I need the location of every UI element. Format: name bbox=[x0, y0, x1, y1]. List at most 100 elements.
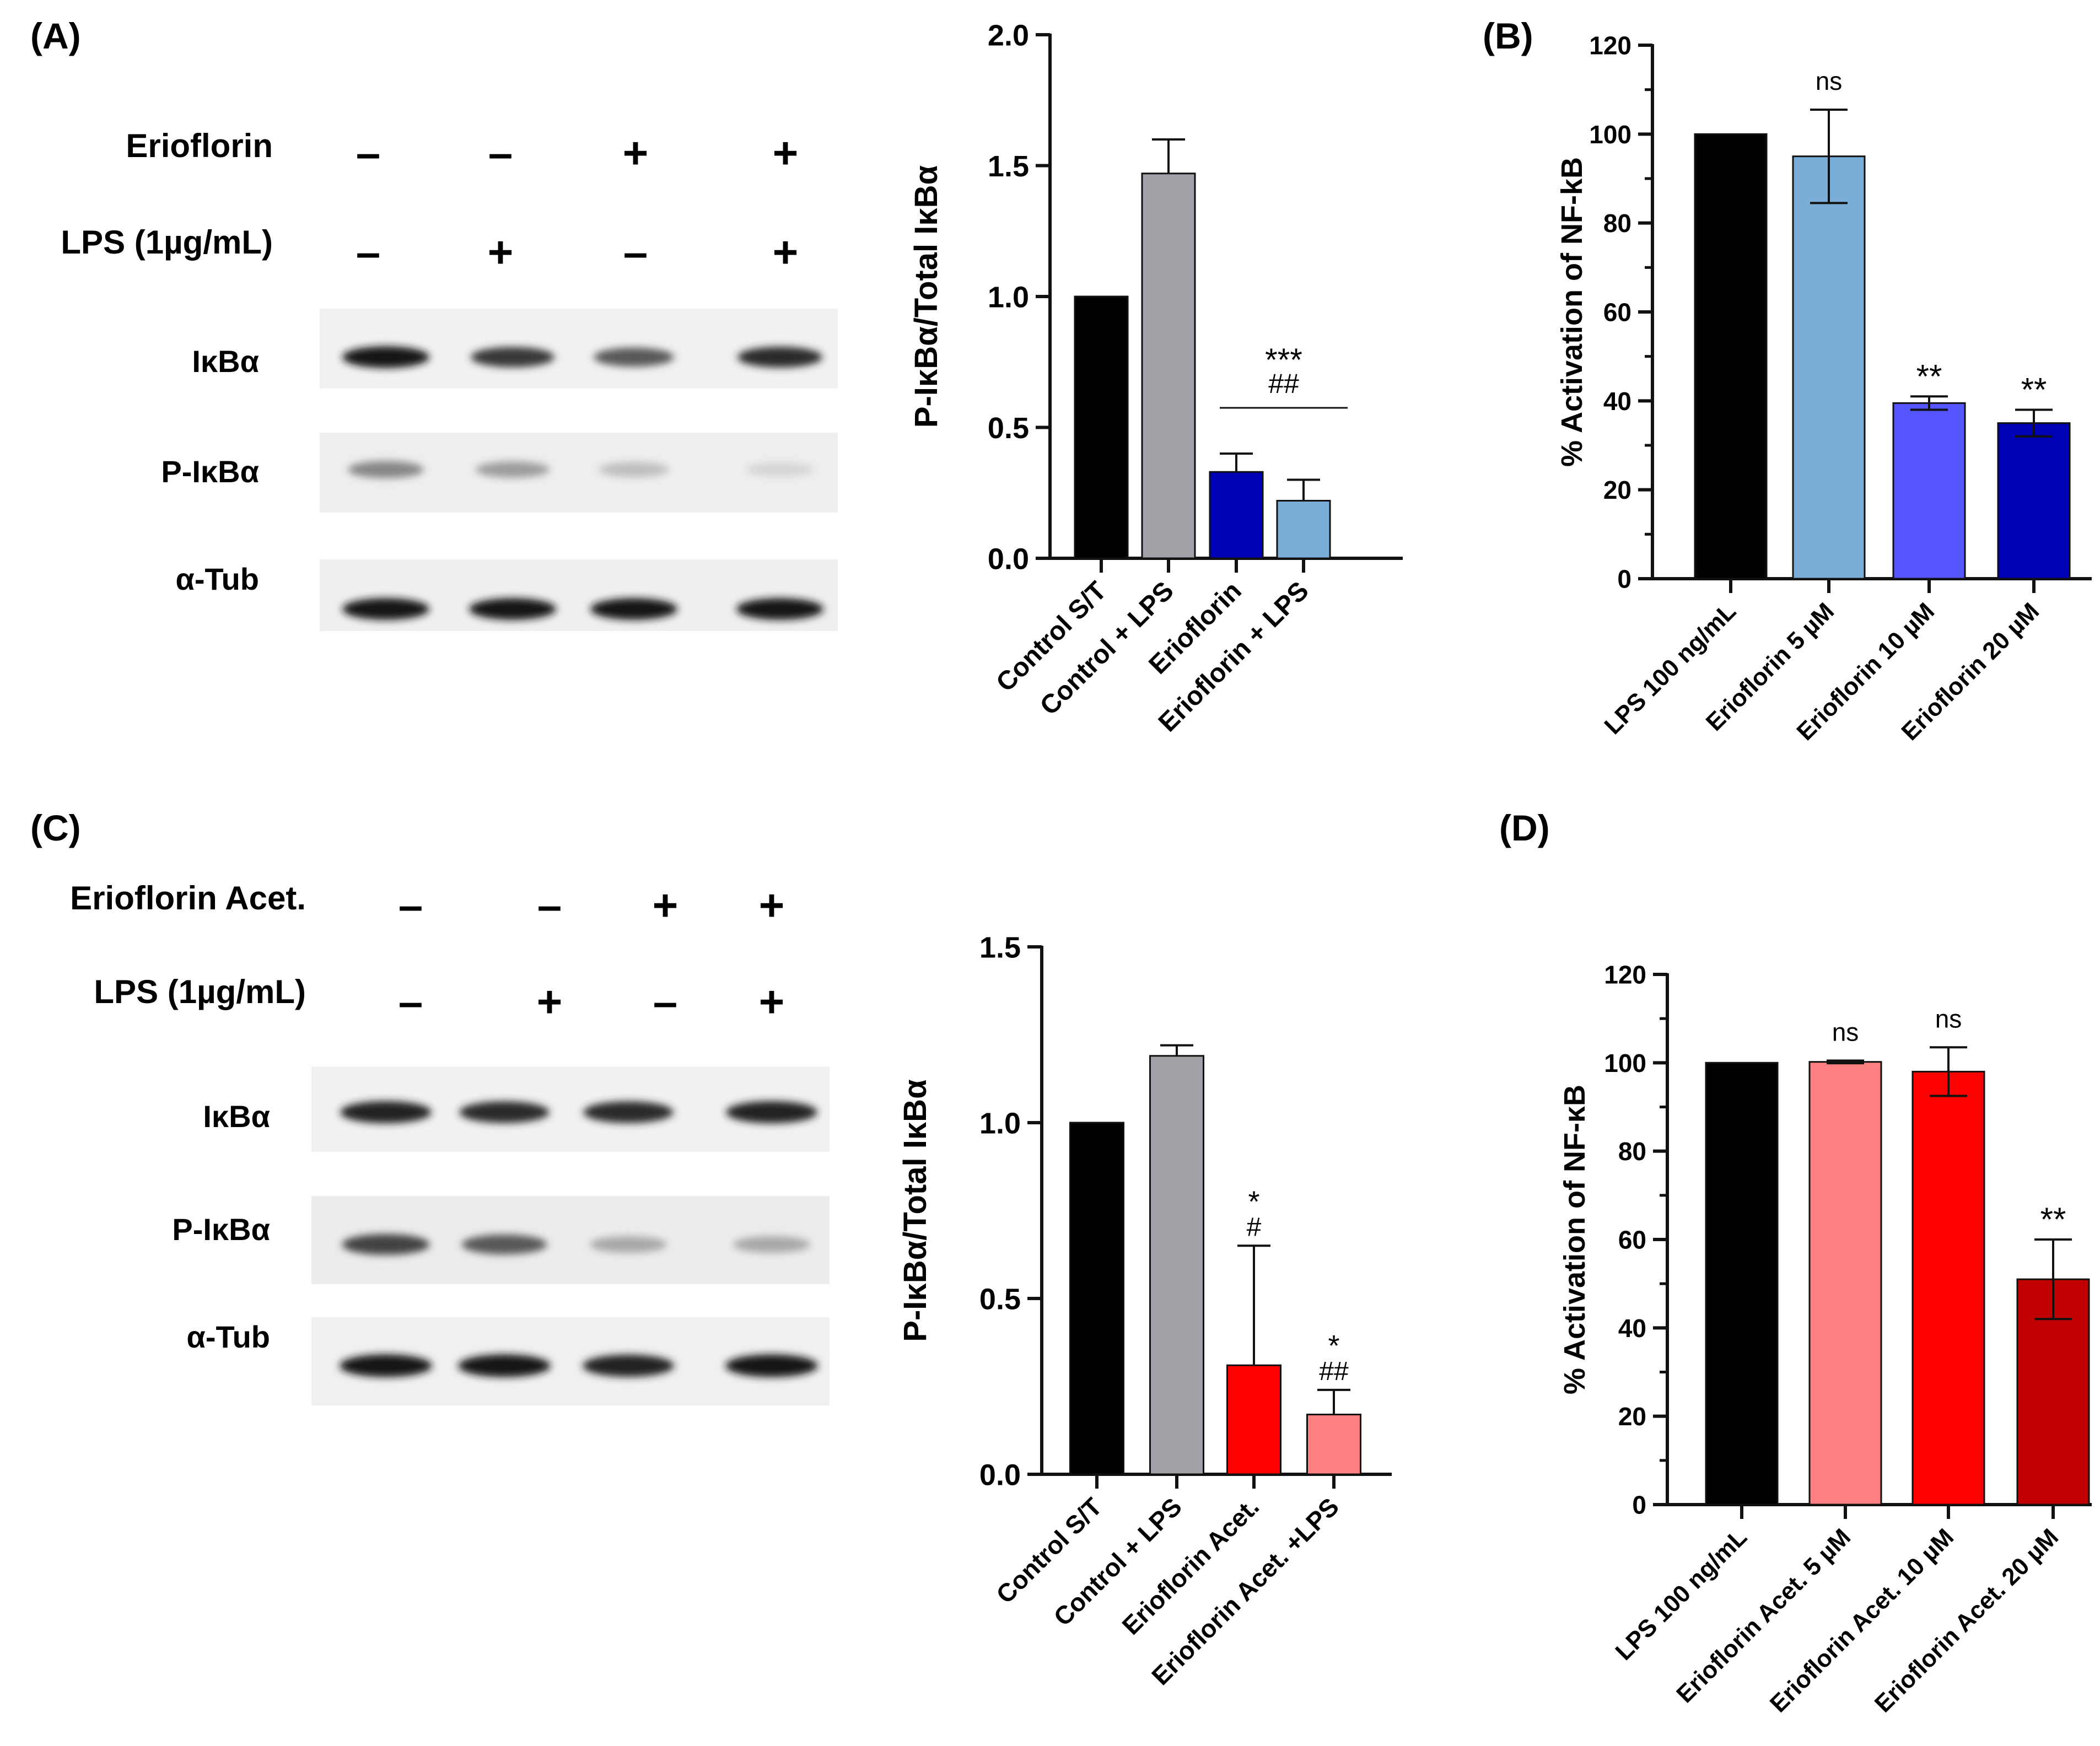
sign: + bbox=[759, 977, 785, 1026]
bar bbox=[1792, 155, 1866, 580]
blot-band bbox=[725, 1354, 818, 1377]
blot-band bbox=[342, 598, 429, 620]
y-tick-label: 0.5 bbox=[979, 1282, 1021, 1316]
bar bbox=[1226, 1364, 1281, 1475]
bar bbox=[1074, 295, 1129, 559]
panel-label-d: (D) bbox=[1499, 807, 1550, 848]
blot-row-label: IκBα bbox=[192, 344, 259, 379]
blot-band bbox=[737, 347, 822, 368]
sign: – bbox=[653, 977, 678, 1026]
significance-marker: ** bbox=[2021, 371, 2047, 408]
sign: – bbox=[399, 977, 423, 1026]
treatment-label: Erioflorin bbox=[126, 127, 273, 164]
significance-marker: * bbox=[1328, 1329, 1339, 1362]
y-axis-label: % Activation of NF-kB bbox=[1555, 157, 1589, 467]
y-tick-label: 80 bbox=[1603, 209, 1631, 238]
x-tick-label: Erioflorin Acet. bbox=[1116, 1492, 1264, 1640]
blot-band bbox=[589, 1236, 667, 1253]
y-tick-label: 40 bbox=[1603, 387, 1631, 416]
blot-band bbox=[342, 346, 429, 368]
x-tick-label: Erioflorin Acet. 5 µM bbox=[1671, 1523, 1856, 1708]
y-tick-label: 100 bbox=[1589, 120, 1631, 149]
y-tick-label: 100 bbox=[1604, 1049, 1646, 1077]
panel-label-a: (A) bbox=[30, 15, 81, 56]
blot-row-label: IκBα bbox=[203, 1099, 270, 1134]
blot-row-label: α-Tub bbox=[186, 1319, 270, 1354]
y-tick-label: 0 bbox=[1632, 1491, 1646, 1519]
western-blot-c: Erioflorin Acet. LPS (1µg/mL) – – + + – … bbox=[70, 880, 830, 1405]
blot-band bbox=[342, 1234, 430, 1255]
sign: + bbox=[773, 128, 799, 177]
blot-band bbox=[594, 347, 674, 367]
y-tick-label: 0.0 bbox=[988, 542, 1029, 575]
blot-row-label: α-Tub bbox=[175, 562, 259, 596]
blot-strip bbox=[320, 559, 838, 631]
sign: – bbox=[356, 128, 381, 177]
blot-band bbox=[458, 1354, 551, 1377]
y-tick-label: 20 bbox=[1603, 476, 1631, 504]
y-tick-label: 20 bbox=[1618, 1402, 1646, 1431]
blot-band bbox=[469, 598, 556, 620]
y-axis-label: P-IκBα/Total IκBα bbox=[908, 165, 944, 428]
band-group bbox=[342, 346, 823, 620]
y-tick-label: 80 bbox=[1618, 1137, 1646, 1166]
significance-marker: ns bbox=[1935, 1004, 1962, 1033]
y-axis-label: % Activation of NF-κB bbox=[1558, 1085, 1591, 1394]
bar bbox=[1276, 500, 1331, 559]
bar bbox=[1209, 471, 1264, 559]
sign: – bbox=[623, 228, 648, 277]
treatment-label: LPS (1µg/mL) bbox=[94, 973, 306, 1010]
blot-band bbox=[590, 598, 677, 620]
y-tick-label: 0.0 bbox=[979, 1458, 1021, 1491]
y-tick-label: 0 bbox=[1617, 565, 1631, 594]
x-tick-label: Erioflorin Acet. 20 µM bbox=[1870, 1523, 2064, 1717]
y-tick-label: 120 bbox=[1589, 31, 1631, 60]
treatment-label: LPS (1µg/mL) bbox=[61, 224, 273, 261]
significance-marker: ## bbox=[1319, 1357, 1349, 1386]
y-tick-label: 60 bbox=[1618, 1226, 1646, 1254]
significance-marker: ** bbox=[2040, 1201, 2066, 1238]
blot-row-label: P-IκBα bbox=[172, 1212, 270, 1247]
panel-label-c: (C) bbox=[30, 807, 81, 848]
sign: + bbox=[488, 228, 514, 277]
western-blot-a: Erioflorin LPS (1µg/mL) – – + + – + – + … bbox=[61, 127, 838, 631]
significance-marker: ns bbox=[1816, 67, 1843, 95]
y-tick-label: 60 bbox=[1603, 298, 1631, 327]
sign: – bbox=[537, 881, 562, 930]
sign: + bbox=[653, 881, 679, 930]
blot-band bbox=[340, 1354, 432, 1377]
significance-marker: ns bbox=[1832, 1017, 1859, 1046]
y-tick-label: 0.5 bbox=[988, 412, 1029, 445]
sign: + bbox=[773, 228, 799, 277]
bar bbox=[1892, 402, 1966, 580]
y-tick-label: 2.0 bbox=[988, 19, 1029, 52]
blot-band bbox=[583, 1101, 674, 1123]
sign: + bbox=[623, 128, 649, 177]
blot-band bbox=[340, 1101, 432, 1124]
bar bbox=[1069, 1122, 1124, 1475]
blot-band bbox=[599, 462, 669, 477]
blot-band bbox=[726, 1101, 817, 1124]
bar bbox=[1705, 1061, 1779, 1506]
y-tick-label: 1.5 bbox=[979, 931, 1021, 964]
blot-band bbox=[471, 347, 554, 368]
treatment-label: Erioflorin Acet. bbox=[70, 880, 306, 917]
bar bbox=[1306, 1414, 1361, 1475]
x-tick-label: Erioflorin Acet. 10 µM bbox=[1765, 1523, 1959, 1717]
significance-marker: ** bbox=[1916, 358, 1942, 395]
significance-marker: ## bbox=[1268, 368, 1299, 399]
sign: – bbox=[399, 881, 423, 930]
bar bbox=[1149, 1055, 1204, 1475]
sign: + bbox=[537, 977, 563, 1026]
blot-band bbox=[736, 598, 823, 620]
blot-row-label: P-IκBα bbox=[161, 454, 259, 489]
significance-marker: *** bbox=[1265, 342, 1302, 378]
y-tick-label: 120 bbox=[1604, 961, 1646, 989]
sign: + bbox=[759, 881, 785, 930]
significance-marker: # bbox=[1247, 1212, 1262, 1242]
chart-a-bar-plot: 0.00.51.01.52.0P-IκBα/Total IκBαControl … bbox=[908, 19, 1403, 737]
sign: – bbox=[488, 128, 513, 177]
